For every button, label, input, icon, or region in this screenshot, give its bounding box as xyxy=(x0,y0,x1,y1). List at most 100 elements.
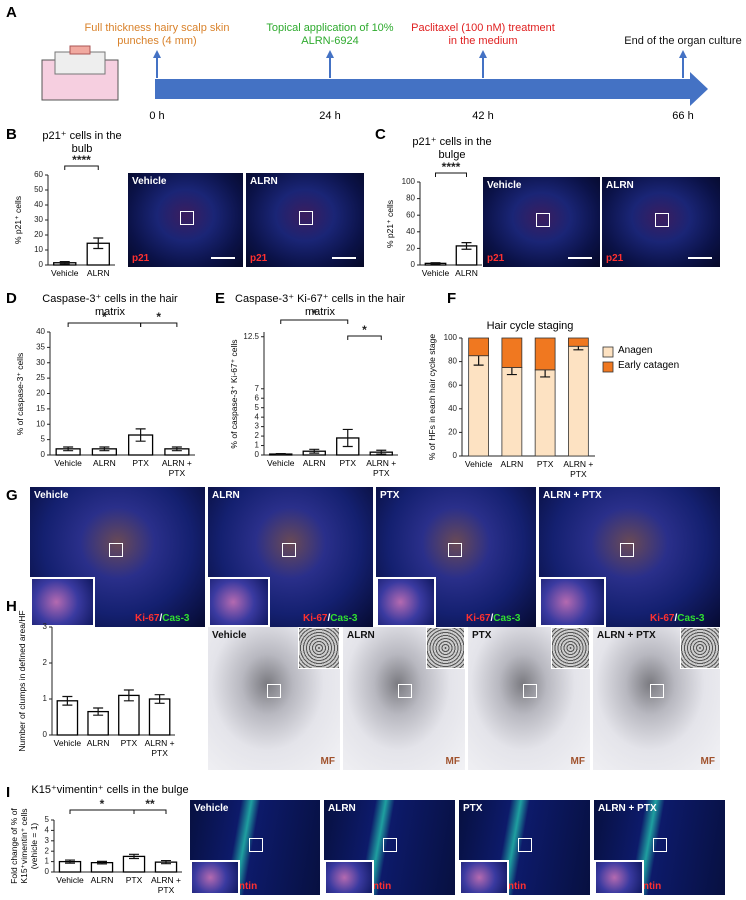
step-label: Paclitaxel (100 nM) treatment in the med… xyxy=(411,22,555,47)
roi-box xyxy=(108,543,123,557)
y-tick-label: 50 xyxy=(34,185,43,194)
stain-label: Ki-67/Cas-3 xyxy=(466,613,520,624)
legend-label: Anagen xyxy=(618,345,653,356)
legend-label: Early catagen xyxy=(618,360,680,371)
y-tick-label: 20 xyxy=(406,244,415,253)
significance-label: * xyxy=(362,323,367,337)
error-bar xyxy=(93,707,104,716)
bar xyxy=(53,262,77,266)
x-tick-label: ALRN xyxy=(93,458,116,468)
chart-title: p21⁺ cells in the bulb xyxy=(42,130,122,155)
stain-label: Ki-67/Cas-3 xyxy=(650,613,704,624)
image-label: PTX xyxy=(380,490,400,501)
y-tick-label: 4 xyxy=(45,826,50,835)
inset xyxy=(324,859,374,895)
step-arrowhead xyxy=(326,50,334,58)
image-label: ALRN xyxy=(212,490,240,501)
y-tick-label: 3 xyxy=(255,422,260,431)
stain-label: MF xyxy=(700,756,715,767)
stain-label: Ki-67/Cas-3 xyxy=(135,613,189,624)
stain-label: MF xyxy=(570,756,585,767)
micrograph: ALRNK15/Vimentin xyxy=(324,800,455,895)
y-tick-label: 60 xyxy=(406,210,415,219)
bar xyxy=(369,451,393,456)
bar-segment xyxy=(501,337,523,368)
image-label: Vehicle xyxy=(212,630,247,641)
chart-title: Caspase-3⁺ cells in the hair matrix xyxy=(42,293,178,318)
time-label: 66 h xyxy=(672,110,694,122)
scale-bar xyxy=(211,257,235,259)
x-tick-label: Vehicle xyxy=(464,459,493,469)
error-bar xyxy=(573,342,584,351)
bar xyxy=(90,861,114,873)
y-axis-title: Fold change of % of K15⁺vimentin⁺ cells … xyxy=(9,808,39,884)
image-label: Vehicle xyxy=(487,180,522,191)
scale-bar xyxy=(688,257,712,259)
roi-box xyxy=(282,543,297,557)
inset xyxy=(208,576,270,627)
roi-box xyxy=(522,684,537,699)
significance-label: ** xyxy=(145,797,155,811)
inset xyxy=(376,576,436,627)
y-axis-title: % of HFs in each hair cycle stage xyxy=(427,333,437,461)
image-label: ALRN xyxy=(328,803,356,814)
stain-part: / xyxy=(159,613,163,624)
stain-label: p21 xyxy=(250,253,268,264)
culture-well-icon xyxy=(41,45,119,101)
chart-title: Hair cycle staging xyxy=(486,320,574,332)
bar xyxy=(122,855,146,873)
bar xyxy=(269,453,293,456)
timeline-arrow xyxy=(155,72,708,106)
y-tick-label: 30 xyxy=(34,215,43,224)
y-tick-label: 20 xyxy=(36,389,45,398)
significance-bracket xyxy=(67,322,142,327)
roi-box xyxy=(248,838,263,852)
roi-box xyxy=(620,543,635,557)
bar xyxy=(86,242,110,266)
error-bar xyxy=(123,689,134,702)
error-bar xyxy=(135,428,146,442)
bar xyxy=(148,698,171,736)
x-tick-label: Vehicle xyxy=(51,268,79,278)
image-label: PTX xyxy=(463,803,483,814)
stain-part: / xyxy=(490,613,494,624)
y-axis-title: % p21⁺ cells xyxy=(385,199,395,248)
y-tick-label: 12.5 xyxy=(243,332,259,341)
stain-part: / xyxy=(674,613,678,624)
y-tick-label: 20 xyxy=(448,428,457,437)
error-bar xyxy=(171,446,182,452)
x-tick-label: ALRN xyxy=(302,458,326,468)
y-tick-label: 1 xyxy=(255,441,260,450)
inset xyxy=(190,859,240,895)
chart-title: K15⁺vimentin⁺ cells in the bulge xyxy=(31,784,189,796)
micrograph: ALRN Ki-67/Cas-3 xyxy=(208,487,373,627)
x-tick-label: Vehicle xyxy=(53,738,82,748)
x-tick-label: ALRN xyxy=(86,268,110,278)
micrograph: ALRN + PTX MF xyxy=(593,627,720,770)
error-bar xyxy=(342,428,353,448)
error-bar xyxy=(275,452,286,456)
y-tick-label: 2 xyxy=(255,431,260,440)
x-tick-label: Vehicle xyxy=(421,268,450,278)
image-label: ALRN xyxy=(606,180,634,191)
bar-segment xyxy=(468,337,489,357)
stain-label: p21 xyxy=(132,253,150,264)
bar-segment xyxy=(534,369,556,457)
roi-box xyxy=(299,210,314,225)
scale-bar xyxy=(332,257,356,259)
y-tick-label: 3 xyxy=(45,836,50,845)
error-bar xyxy=(506,359,517,376)
error-bar xyxy=(99,446,110,452)
bar-segment xyxy=(534,337,556,371)
error-bar xyxy=(129,853,139,860)
roi-box xyxy=(535,213,550,227)
panel-letter: B xyxy=(6,126,17,143)
bar xyxy=(154,861,178,873)
x-tick-label: Vehicle xyxy=(267,458,295,468)
y-tick-label: 0 xyxy=(41,450,46,459)
micrograph: Vehicle Ki-67/Cas-3 xyxy=(30,487,205,627)
panel-letter: F xyxy=(447,290,457,307)
micrograph: Vehicle MF xyxy=(208,627,340,770)
y-tick-label: 40 xyxy=(448,404,457,413)
x-tick-label: Vehicle xyxy=(54,458,82,468)
